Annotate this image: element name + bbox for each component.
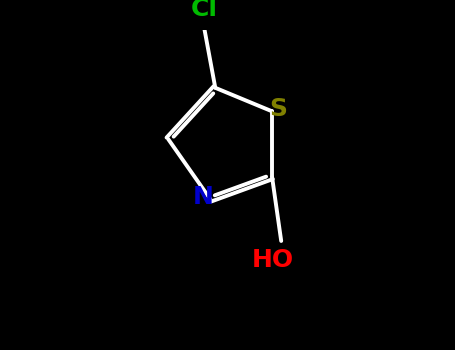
- Text: S: S: [269, 97, 287, 121]
- Text: N: N: [193, 185, 214, 209]
- Text: HO: HO: [252, 248, 294, 272]
- Text: Cl: Cl: [190, 0, 217, 21]
